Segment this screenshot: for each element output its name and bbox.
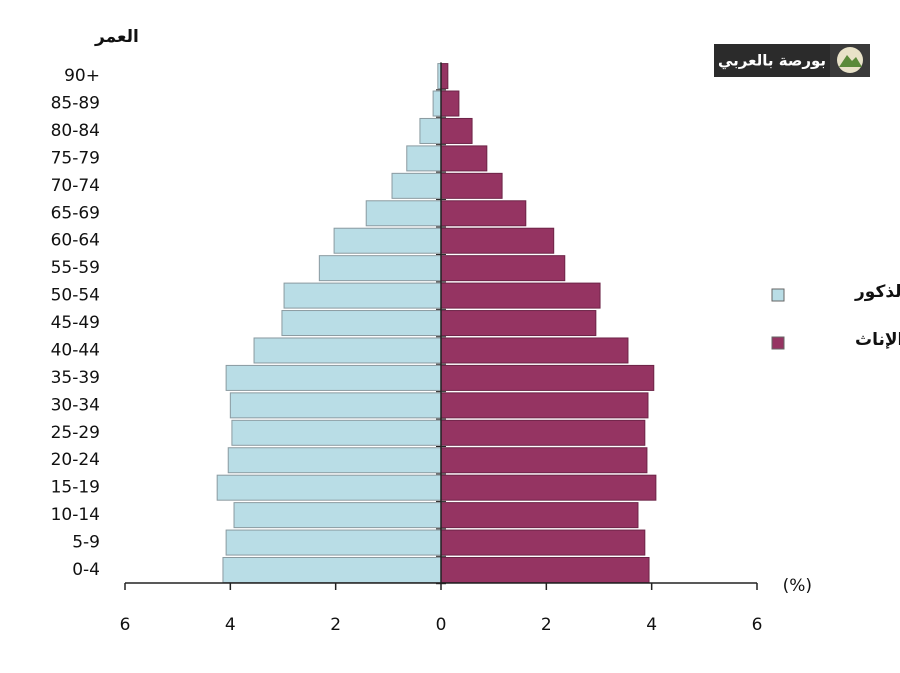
bar — [440, 419, 646, 446]
x-tick-label: 6 — [752, 615, 763, 635]
bar — [229, 392, 442, 419]
bar — [440, 145, 488, 172]
bar — [440, 172, 503, 199]
bar — [440, 337, 629, 364]
bar — [440, 364, 655, 391]
bar — [440, 502, 639, 529]
bar — [440, 529, 646, 556]
bar — [406, 145, 442, 172]
bar — [253, 337, 442, 364]
bar — [391, 172, 442, 199]
x-axis-label: (%) — [783, 576, 812, 596]
bar — [225, 364, 442, 391]
bar — [440, 227, 555, 254]
bar — [281, 310, 442, 337]
y-tick-label: 25-29 — [51, 423, 100, 443]
bar — [440, 557, 650, 583]
bar — [440, 474, 657, 501]
bar — [333, 227, 442, 254]
bar — [283, 282, 442, 309]
y-tick-label: 45-49 — [51, 313, 100, 333]
bar — [440, 63, 449, 90]
x-tick-label: 2 — [541, 615, 552, 635]
bar — [233, 502, 442, 529]
y-tick-label: 40-44 — [51, 340, 100, 360]
y-tick-label: 0-4 — [72, 560, 100, 580]
y-tick-label: 65-69 — [51, 203, 100, 223]
bar — [318, 255, 442, 282]
y-axis-title: العمر — [94, 27, 139, 47]
legend-swatch — [771, 336, 785, 350]
bar — [225, 529, 442, 556]
x-tick-label: 4 — [646, 615, 657, 635]
bar — [440, 310, 597, 337]
bar — [222, 557, 442, 583]
logo-box — [714, 44, 830, 77]
y-tick-label: 85-89 — [51, 94, 100, 114]
legend-label: الذكور — [854, 282, 900, 302]
logo-mountain — [839, 55, 862, 67]
bar — [419, 117, 442, 144]
bar — [440, 447, 648, 474]
y-tick-label: 30-34 — [51, 395, 100, 415]
y-tick-label: 15-19 — [51, 478, 100, 498]
y-tick-label: 60-64 — [51, 231, 100, 251]
bar — [231, 419, 442, 446]
bar — [440, 255, 566, 282]
y-tick-label: 75-79 — [51, 148, 100, 168]
logo-text: بورصة بالعربي — [718, 52, 826, 70]
x-tick-label: 4 — [225, 615, 236, 635]
x-tick-label: 0 — [436, 615, 447, 635]
bar — [440, 392, 649, 419]
bar — [440, 117, 473, 144]
y-tick-label: 10-14 — [51, 505, 100, 525]
bar — [432, 90, 442, 117]
y-tick-label: 80-84 — [51, 121, 100, 141]
bar — [440, 90, 460, 117]
y-tick-label: 55-59 — [51, 258, 100, 278]
bar — [216, 474, 442, 501]
bar — [440, 200, 527, 227]
y-tick-label: 70-74 — [51, 176, 100, 196]
y-tick-label: 20-24 — [51, 450, 100, 470]
y-tick-label: 35-39 — [51, 368, 100, 388]
legend-swatch — [771, 288, 785, 302]
legend-label: الإناث — [855, 330, 900, 350]
x-tick-label: 2 — [330, 615, 341, 635]
x-tick-label: 6 — [120, 615, 131, 635]
y-tick-label: 90+ — [64, 66, 100, 86]
y-tick-label: 50-54 — [51, 286, 100, 306]
bar — [227, 447, 442, 474]
bar — [440, 282, 601, 309]
bar — [365, 200, 442, 227]
y-tick-label: 5-9 — [72, 533, 100, 553]
logo: بورصة بالعربي — [714, 44, 870, 77]
